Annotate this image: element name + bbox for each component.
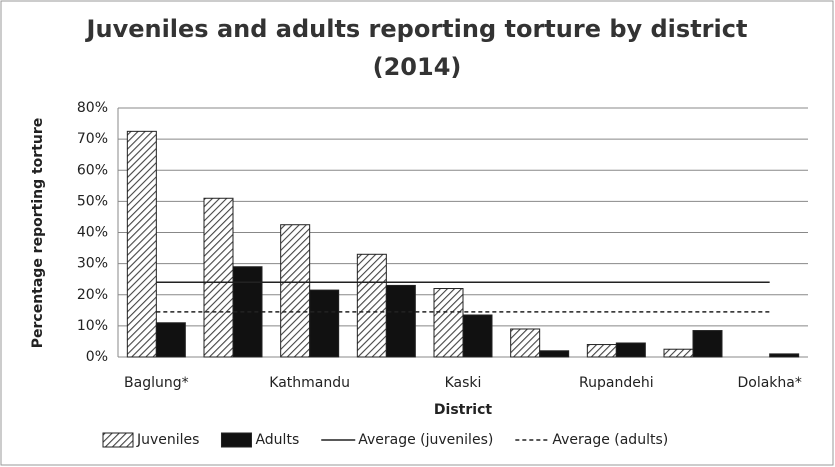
x-axis-title: District — [434, 402, 492, 418]
x-tick-label: Kathmandu — [269, 375, 350, 391]
chart-title: Juveniles and adults reporting torture b… — [85, 15, 748, 43]
y-tick-label: 10% — [77, 318, 108, 334]
y-tick-label: 80% — [77, 100, 108, 116]
y-tick-label: 30% — [77, 256, 108, 272]
legend-label: Average (adults) — [552, 432, 668, 448]
y-tick-label: 20% — [77, 287, 108, 303]
bar — [203, 197, 234, 358]
y-axis-title: Percentage reporting torture — [30, 118, 46, 349]
x-tick-label: Rupandehi — [579, 375, 654, 391]
y-tick-label: 40% — [77, 225, 108, 241]
bar — [280, 224, 311, 358]
bar — [663, 348, 694, 358]
bar — [433, 288, 464, 358]
bar — [126, 130, 157, 358]
legend-label: Average (juveniles) — [358, 432, 493, 448]
y-tick-label: 70% — [77, 131, 108, 147]
bar — [510, 328, 541, 358]
y-tick-label: 60% — [77, 162, 108, 178]
bar — [539, 350, 570, 358]
bar — [615, 342, 646, 358]
legend-label: Juveniles — [136, 432, 199, 448]
x-tick-label: Baglung* — [124, 375, 189, 391]
legend-swatch — [220, 432, 252, 448]
y-tick-label: 0% — [86, 349, 108, 365]
bar — [309, 289, 340, 358]
bar — [385, 284, 416, 358]
bar — [462, 314, 493, 358]
bar — [356, 253, 387, 358]
bar — [586, 344, 617, 358]
x-tick-label: Kaski — [445, 375, 482, 391]
bar — [155, 322, 186, 358]
legend-swatch — [102, 432, 134, 448]
legend-label: Adults — [255, 432, 299, 448]
y-tick-label: 50% — [77, 193, 108, 209]
bar — [692, 330, 723, 358]
chart-title: (2014) — [373, 53, 462, 81]
bar — [769, 353, 800, 358]
x-tick-label: Dolakha* — [737, 375, 801, 391]
